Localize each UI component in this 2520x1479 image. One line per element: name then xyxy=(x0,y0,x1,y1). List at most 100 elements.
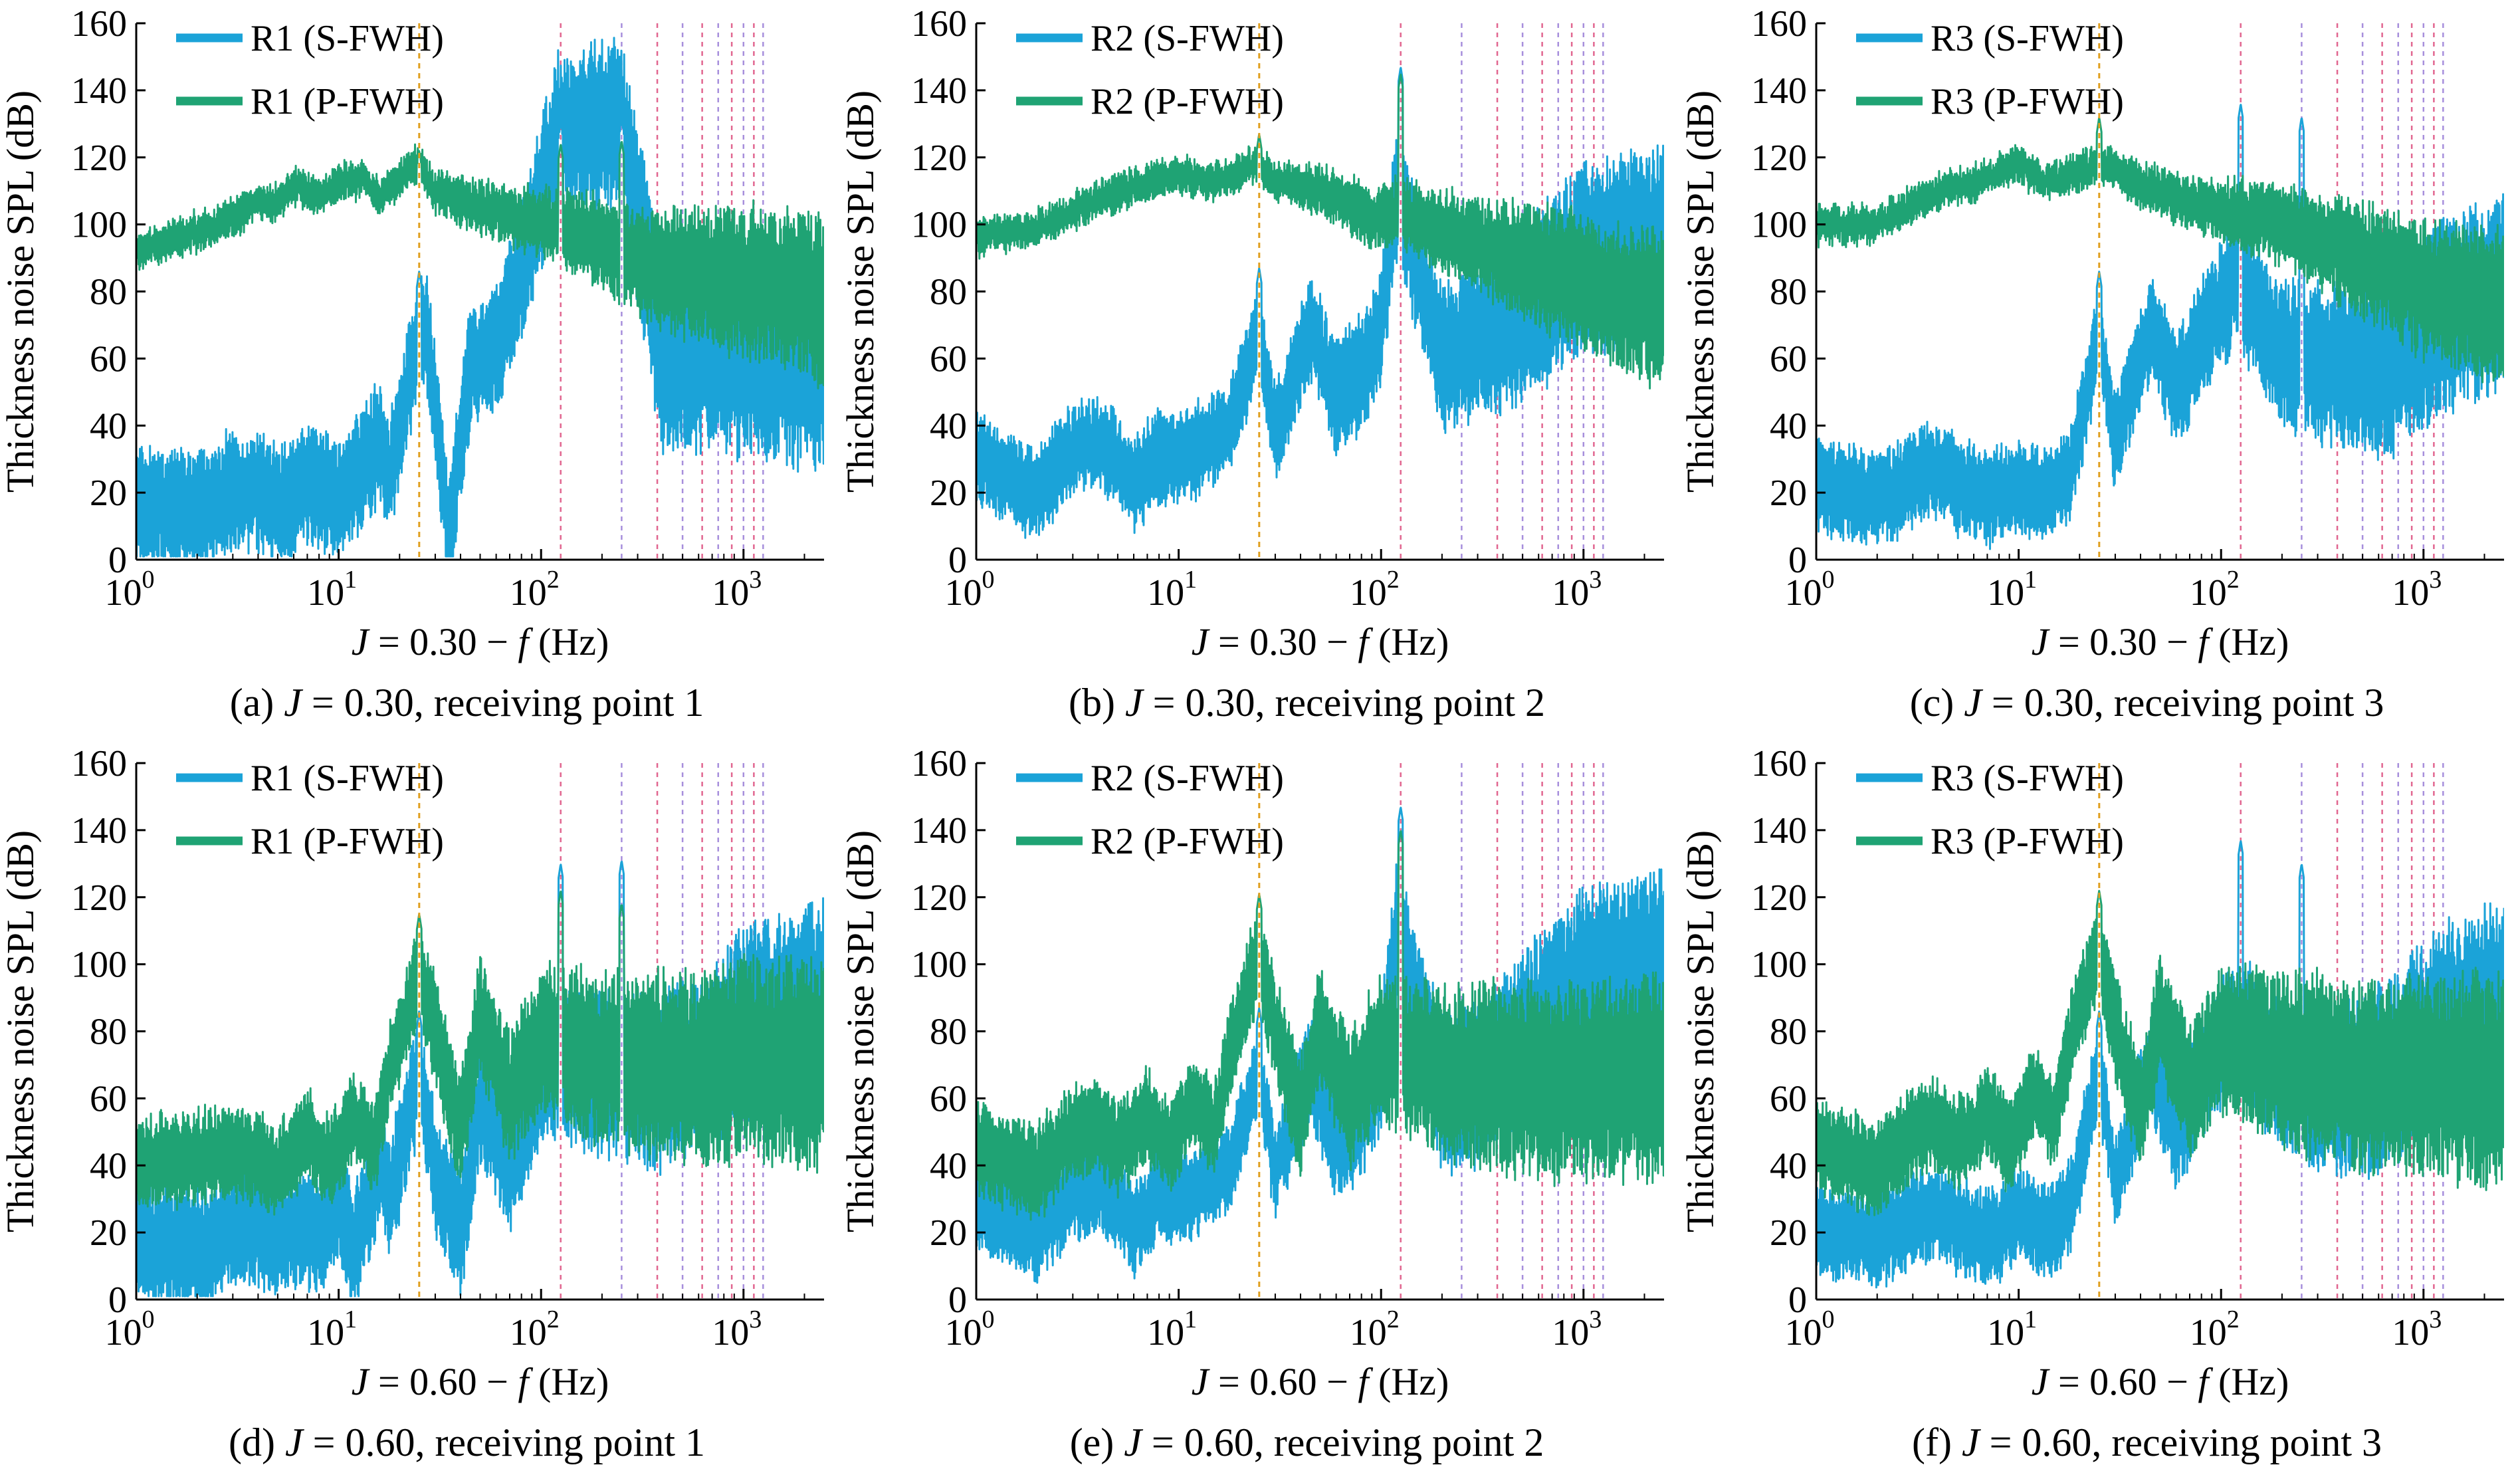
y-tick-label: 140 xyxy=(911,70,967,112)
x-tick-label: 100 xyxy=(945,1306,995,1353)
y-tick-label: 0 xyxy=(948,1280,967,1321)
chart-panel-a: 0 20 40 60 80 100 120 140 160 100 101 102 103 Thickne… xyxy=(0,3,824,725)
y-tick-label: 100 xyxy=(71,205,127,246)
y-tick-label: 160 xyxy=(911,743,967,784)
y-tick-label: 60 xyxy=(1770,1078,1807,1119)
series-line-p-fwh xyxy=(976,830,1664,1221)
y-tick-label: 60 xyxy=(1770,338,1807,380)
y-tick-label: 0 xyxy=(1788,1280,1807,1321)
x-tick-label: 103 xyxy=(1552,1306,1602,1353)
y-tick-label: 80 xyxy=(90,272,127,313)
chart-panel-f: 0 20 40 60 80 100 120 140 160 100 101 102 103 Thickne… xyxy=(1679,743,2504,1464)
x-tick-label: 101 xyxy=(307,1306,357,1353)
x-tick-label: 100 xyxy=(945,566,995,614)
y-tick-label: 100 xyxy=(911,945,967,986)
y-tick-label: 40 xyxy=(930,1145,967,1187)
y-tick-label: 60 xyxy=(930,1078,967,1119)
y-tick-label: 0 xyxy=(108,540,127,581)
y-tick-label: 20 xyxy=(930,473,967,514)
legend-label: R3 (S-FWH) xyxy=(1931,18,2124,59)
y-tick-label: 140 xyxy=(911,810,967,852)
y-axis-label: Thickness noise SPL (dB) xyxy=(0,830,42,1232)
chart-panel-d: 0 20 40 60 80 100 120 140 160 100 101 102 103 Thickne… xyxy=(0,743,824,1464)
legend-label: R3 (P-FWH) xyxy=(1931,81,2124,122)
y-axis-label: Thickness noise SPL (dB) xyxy=(839,90,882,493)
x-tick-label: 101 xyxy=(1147,1306,1197,1353)
y-tick-label: 120 xyxy=(911,877,967,919)
y-tick-label: 120 xyxy=(1751,138,1807,179)
legend-label: R3 (P-FWH) xyxy=(1931,821,2124,862)
y-tick-label: 40 xyxy=(90,1145,127,1187)
y-axis-label: Thickness noise SPL (dB) xyxy=(1679,90,1722,493)
x-axis-label: J = 0.60 − f (Hz) xyxy=(1192,1360,1449,1403)
x-tick-label: 101 xyxy=(1987,566,2037,614)
y-tick-label: 140 xyxy=(71,70,127,112)
legend-label: R1 (P-FWH) xyxy=(251,81,444,122)
y-tick-label: 120 xyxy=(1751,877,1807,919)
x-tick-label: 100 xyxy=(105,566,155,614)
y-axis-label: Thickness noise SPL (dB) xyxy=(0,90,42,493)
y-tick-label: 160 xyxy=(71,3,127,45)
panel-caption: (f) J = 0.60, receiving point 3 xyxy=(1912,1421,2382,1464)
y-tick-label: 100 xyxy=(71,945,127,986)
series-line-p-fwh xyxy=(1816,889,2504,1216)
x-tick-label: 103 xyxy=(712,566,762,614)
panel-caption: (d) J = 0.60, receiving point 1 xyxy=(229,1421,705,1464)
y-tick-label: 80 xyxy=(930,272,967,313)
y-tick-label: 20 xyxy=(90,473,127,514)
chart-panel-c: 0 20 40 60 80 100 120 140 160 100 101 102 103 Thickne… xyxy=(1679,3,2504,725)
y-tick-label: 140 xyxy=(1751,70,1807,112)
y-tick-label: 140 xyxy=(71,810,127,852)
y-tick-label: 40 xyxy=(1770,1145,1807,1187)
x-tick-label: 102 xyxy=(1350,566,1400,614)
y-tick-label: 100 xyxy=(1751,205,1807,246)
y-tick-label: 120 xyxy=(911,138,967,179)
x-axis-label: J = 0.60 − f (Hz) xyxy=(2032,1360,2289,1403)
series-line-p-fwh xyxy=(136,141,824,390)
y-tick-label: 160 xyxy=(71,743,127,784)
legend-label: R2 (P-FWH) xyxy=(1091,81,1284,122)
y-tick-label: 80 xyxy=(1770,272,1807,313)
x-axis-label: J = 0.30 − f (Hz) xyxy=(1192,620,1449,663)
panel-caption: (c) J = 0.30, receiving point 3 xyxy=(1910,681,2384,725)
y-tick-label: 60 xyxy=(90,1078,127,1119)
y-tick-label: 80 xyxy=(930,1012,967,1053)
y-tick-label: 120 xyxy=(71,877,127,919)
legend-label: R1 (P-FWH) xyxy=(251,821,444,862)
y-tick-label: 20 xyxy=(930,1212,967,1254)
x-tick-label: 102 xyxy=(1350,1306,1400,1353)
y-tick-label: 80 xyxy=(90,1012,127,1053)
y-axis-label: Thickness noise SPL (dB) xyxy=(1679,830,1722,1232)
panel-caption: (b) J = 0.30, receiving point 2 xyxy=(1069,681,1545,725)
x-tick-label: 102 xyxy=(2190,566,2240,614)
y-tick-label: 40 xyxy=(930,405,967,447)
x-axis-label: J = 0.30 − f (Hz) xyxy=(2032,620,2289,663)
panel-caption: (e) J = 0.60, receiving point 2 xyxy=(1070,1421,1544,1464)
y-tick-label: 0 xyxy=(948,540,967,581)
x-tick-label: 102 xyxy=(510,1306,560,1353)
y-tick-label: 0 xyxy=(1788,540,1807,581)
x-tick-label: 101 xyxy=(1147,566,1197,614)
x-tick-label: 102 xyxy=(510,566,560,614)
x-tick-label: 102 xyxy=(2190,1306,2240,1353)
y-tick-label: 20 xyxy=(90,1212,127,1254)
y-tick-label: 160 xyxy=(1751,743,1807,784)
legend-label: R2 (P-FWH) xyxy=(1091,821,1284,862)
y-tick-label: 20 xyxy=(1770,473,1807,514)
x-tick-label: 100 xyxy=(1785,1306,1835,1353)
x-axis-label: J = 0.30 − f (Hz) xyxy=(352,620,609,663)
y-tick-label: 40 xyxy=(90,405,127,447)
panel-caption: (a) J = 0.30, receiving point 1 xyxy=(230,681,704,725)
x-tick-label: 103 xyxy=(712,1306,762,1353)
legend-label: R1 (S-FWH) xyxy=(251,18,444,59)
x-axis-label: J = 0.60 − f (Hz) xyxy=(352,1360,609,1403)
y-tick-label: 160 xyxy=(1751,3,1807,45)
y-tick-label: 100 xyxy=(1751,945,1807,986)
series-line-p-fwh xyxy=(976,73,1664,390)
y-tick-label: 20 xyxy=(1770,1212,1807,1254)
y-tick-label: 80 xyxy=(1770,1012,1807,1053)
y-tick-label: 100 xyxy=(911,205,967,246)
y-tick-label: 0 xyxy=(108,1280,127,1321)
chart-panel-b: 0 20 40 60 80 100 120 140 160 100 101 102 103 Thickne… xyxy=(839,3,1664,725)
